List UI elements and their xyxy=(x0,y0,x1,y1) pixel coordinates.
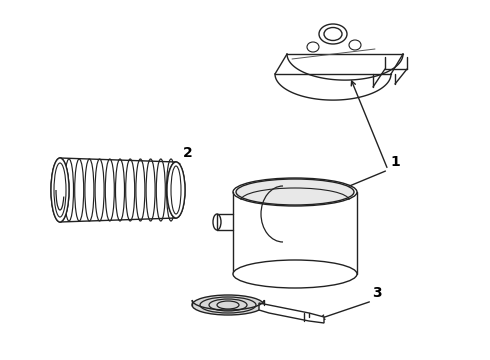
Text: 2: 2 xyxy=(183,146,193,160)
Text: 1: 1 xyxy=(390,155,400,169)
Ellipse shape xyxy=(233,178,357,206)
Ellipse shape xyxy=(51,158,69,222)
Ellipse shape xyxy=(167,162,185,218)
Ellipse shape xyxy=(236,179,354,205)
Text: 3: 3 xyxy=(372,286,382,300)
Ellipse shape xyxy=(192,295,264,315)
Ellipse shape xyxy=(51,158,69,222)
Ellipse shape xyxy=(233,260,357,288)
Ellipse shape xyxy=(167,162,185,218)
Polygon shape xyxy=(259,303,324,323)
